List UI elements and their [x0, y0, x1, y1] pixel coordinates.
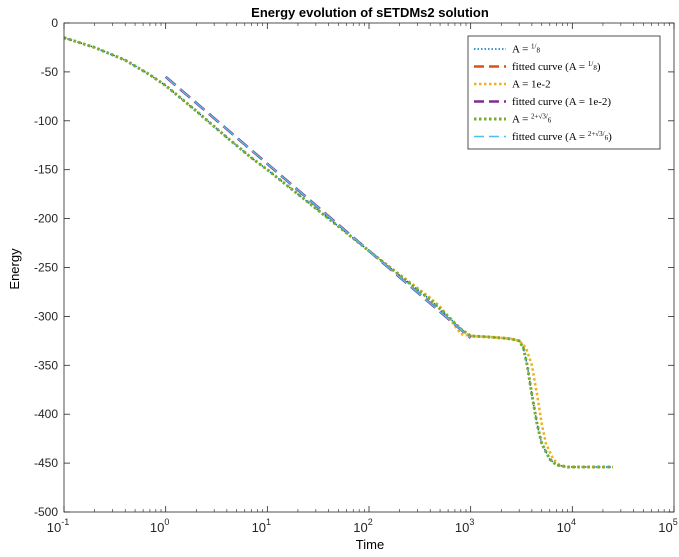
legend-label-2: A = 1e-2 — [512, 79, 551, 91]
y-tick-label: -50 — [41, 65, 59, 79]
y-tick-label: -250 — [34, 261, 58, 275]
axes-layer: 10-1 100 101 102 103 104 1050-50-100-150-200-2… — [34, 16, 678, 535]
legend-label-0: A = 1/8 — [512, 43, 541, 56]
y-tick-label: -500 — [34, 505, 58, 519]
y-axis-label: Energy — [7, 248, 22, 290]
y-tick-label: -350 — [34, 358, 58, 372]
y-tick-label: 0 — [51, 16, 58, 30]
chart-title: Energy evolution of sETDMs2 solution — [251, 5, 489, 20]
legend-box — [467, 35, 661, 150]
y-tick-label: -100 — [34, 114, 58, 128]
y-tick-label: -200 — [34, 212, 58, 226]
series-line-5 — [165, 76, 472, 339]
x-axis-label: Time — [356, 537, 384, 552]
y-tick-label: -150 — [34, 163, 58, 177]
y-tick-label: -450 — [34, 456, 58, 470]
legend-label-1: fitted curve (A = 1/8) — [512, 60, 601, 73]
y-tick-label: -400 — [34, 407, 58, 421]
legend-label-3: fitted curve (A = 1e-2) — [512, 96, 611, 108]
legend: A = 1/8 fitted curve (A = 1/8) A = 1e-2 fit… — [467, 35, 661, 150]
legend-label-5: fitted curve (A = 2+√3/6) — [512, 130, 612, 143]
legend-label-4: A = 2+√3/6 — [512, 113, 552, 126]
y-tick-label: -300 — [34, 309, 58, 323]
series-layer — [63, 36, 613, 469]
